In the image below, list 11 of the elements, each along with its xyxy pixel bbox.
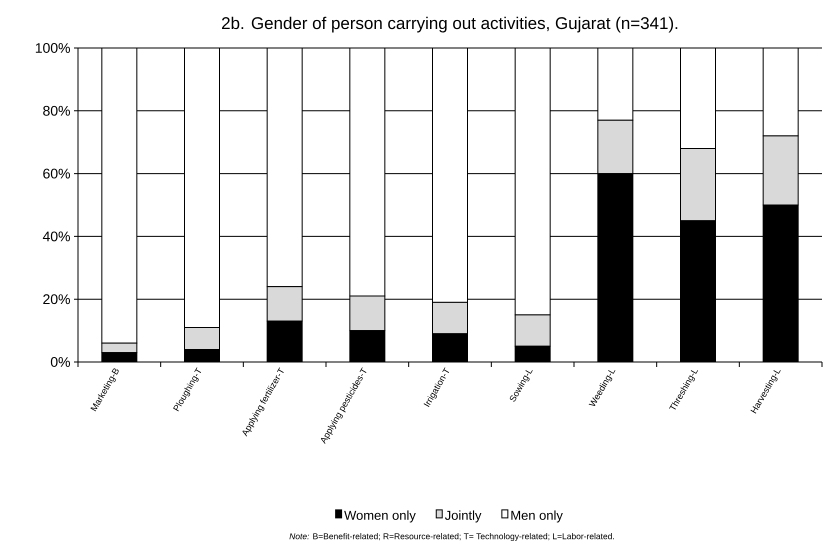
legend-label: Jointly bbox=[444, 510, 482, 522]
legend-label: Men only bbox=[511, 510, 563, 522]
y-tick-label: 100% bbox=[36, 43, 70, 53]
chart-title: 2b. Gender of person carrying out activities, Gujarat (n=341). bbox=[222, 16, 678, 32]
y-tick-label: 80% bbox=[43, 106, 70, 116]
text: Note: B=Benefit-related; R=Resource-related; T= Technology-related; L=Labor-related. bbox=[289, 533, 614, 541]
y-tick-label: 0% bbox=[50, 357, 70, 367]
y-tick-label: 40% bbox=[42, 231, 70, 242]
y-tick-label: 60% bbox=[43, 168, 70, 179]
legend-label: Women only bbox=[344, 510, 416, 522]
y-tick-label: 20% bbox=[43, 294, 70, 304]
